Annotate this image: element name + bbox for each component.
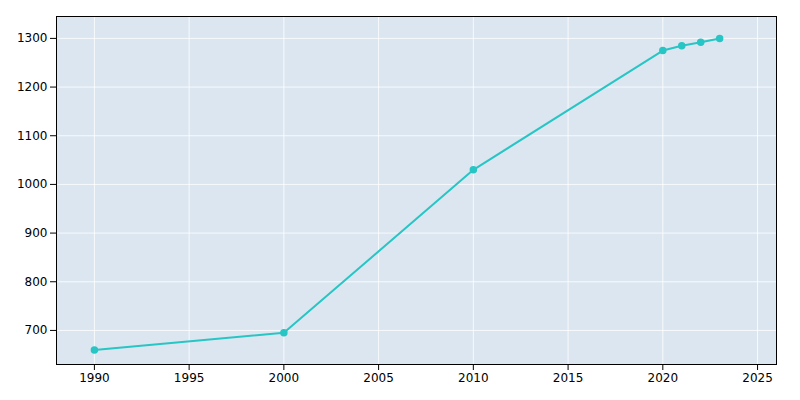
svg-text:1995: 1995	[174, 371, 205, 385]
svg-text:2015: 2015	[553, 371, 584, 385]
svg-text:2025: 2025	[742, 371, 773, 385]
svg-text:2005: 2005	[363, 371, 394, 385]
svg-text:2020: 2020	[648, 371, 679, 385]
svg-text:800: 800	[25, 275, 48, 289]
svg-text:1200: 1200	[17, 80, 48, 94]
svg-text:1300: 1300	[17, 31, 48, 45]
svg-text:2010: 2010	[458, 371, 489, 385]
svg-text:1000: 1000	[17, 177, 48, 191]
svg-text:900: 900	[25, 226, 48, 240]
svg-text:1990: 1990	[79, 371, 110, 385]
svg-text:1100: 1100	[17, 129, 48, 143]
svg-text:2000: 2000	[269, 371, 300, 385]
svg-text:700: 700	[25, 323, 48, 337]
